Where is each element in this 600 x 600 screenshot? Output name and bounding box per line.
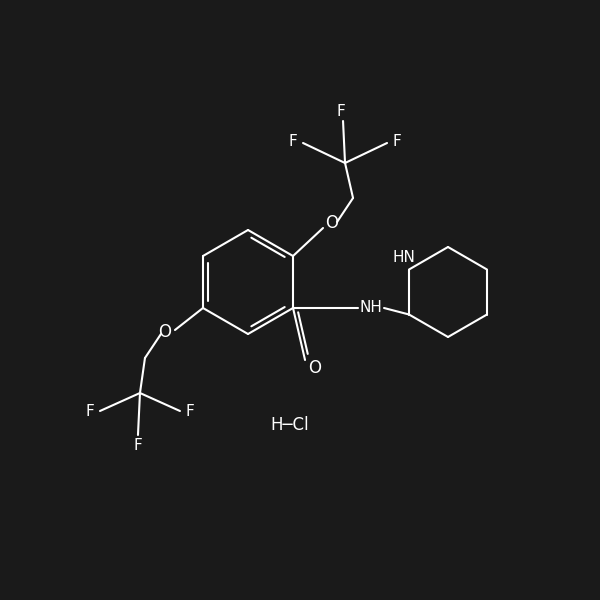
Text: HN: HN [392, 250, 415, 265]
Text: F: F [185, 403, 194, 419]
Text: H─Cl: H─Cl [271, 416, 310, 434]
Text: O: O [158, 323, 172, 341]
Text: F: F [337, 103, 346, 118]
Text: F: F [86, 403, 94, 419]
Text: F: F [392, 133, 401, 148]
Text: F: F [289, 133, 298, 148]
Text: O: O [308, 359, 322, 377]
Text: F: F [134, 437, 142, 452]
Text: NH: NH [359, 301, 382, 316]
Text: O: O [326, 214, 338, 232]
